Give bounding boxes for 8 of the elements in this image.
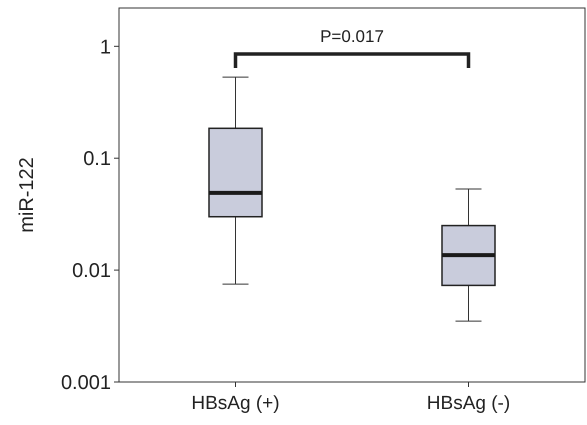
x-tick-label: HBsAg (+): [191, 393, 280, 414]
y-tick-label: 0.1: [83, 148, 111, 170]
annotation: P=0.017: [320, 27, 384, 46]
x-tick-label: HBsAg (-): [426, 393, 510, 414]
y-tick-label: 1: [100, 36, 111, 58]
y-axis-title: miR-122: [16, 157, 38, 233]
y-tick-label: 0.001: [60, 372, 111, 394]
y-tick-label: 0.01: [72, 260, 111, 282]
